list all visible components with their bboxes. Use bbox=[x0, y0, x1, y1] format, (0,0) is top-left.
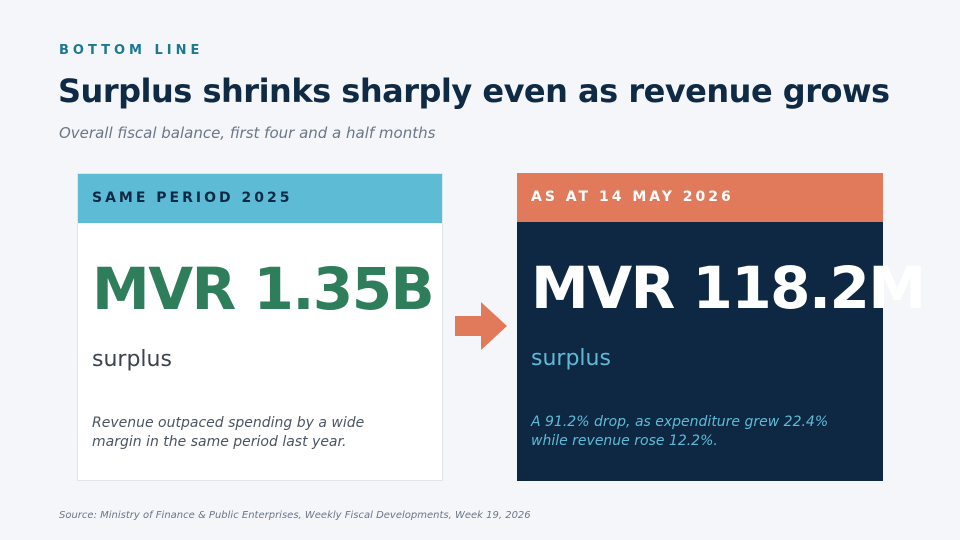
eyebrow-label: BOTTOM LINE bbox=[59, 43, 204, 58]
arrow-right-icon bbox=[455, 302, 507, 350]
previous-period-header: SAME PERIOD 2025 bbox=[78, 174, 442, 223]
previous-period-card: SAME PERIOD 2025 MVR 1.35B surplus Reven… bbox=[77, 173, 443, 481]
previous-period-value: MVR 1.35B bbox=[92, 255, 435, 323]
source-note: Source: Ministry of Finance & Public Ent… bbox=[59, 510, 531, 521]
current-period-label: surplus bbox=[531, 346, 611, 371]
previous-period-note: Revenue outpaced spending by a wide marg… bbox=[92, 415, 365, 450]
page-title: Surplus shrinks sharply even as revenue … bbox=[58, 72, 890, 110]
current-period-note: A 91.2% drop, as expenditure grew 22.4% … bbox=[531, 414, 829, 449]
current-period-header: AS AT 14 MAY 2026 bbox=[517, 173, 883, 222]
current-period-card: AS AT 14 MAY 2026 MVR 118.2M surplus A 9… bbox=[517, 173, 926, 481]
current-period-value: MVR 118.2M bbox=[531, 254, 926, 322]
page-subtitle: Overall fiscal balance, first four and a… bbox=[59, 124, 436, 142]
previous-period-label: surplus bbox=[92, 347, 172, 372]
